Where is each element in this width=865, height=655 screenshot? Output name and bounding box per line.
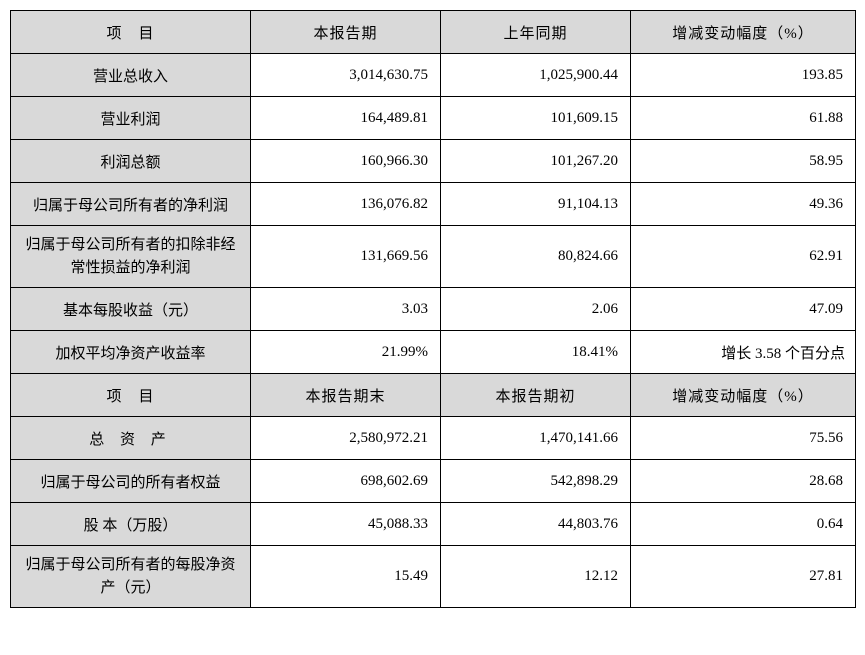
table-row: 股 本（万股）45,088.3344,803.760.64	[11, 503, 856, 546]
table-row: 归属于母公司的所有者权益698,602.69542,898.2928.68	[11, 460, 856, 503]
change-value: 75.56	[631, 417, 856, 460]
row-label: 利润总额	[11, 140, 251, 183]
current-value: 136,076.82	[251, 183, 441, 226]
change-value: 61.88	[631, 97, 856, 140]
table-row: 营业总收入3,014,630.751,025,900.44193.85	[11, 54, 856, 97]
row-label: 营业总收入	[11, 54, 251, 97]
header-cell: 项 目	[11, 11, 251, 54]
header-cell: 本报告期末	[251, 374, 441, 417]
current-value: 698,602.69	[251, 460, 441, 503]
table-row: 总 资 产2,580,972.211,470,141.6675.56	[11, 417, 856, 460]
change-value: 0.64	[631, 503, 856, 546]
header-cell: 本报告期初	[441, 374, 631, 417]
change-value: 27.81	[631, 546, 856, 608]
row-label: 基本每股收益（元）	[11, 288, 251, 331]
current-value: 15.49	[251, 546, 441, 608]
current-value: 21.99%	[251, 331, 441, 374]
prior-value: 101,267.20	[441, 140, 631, 183]
row-label: 归属于母公司所有者的每股净资产（元）	[11, 546, 251, 608]
row-label: 营业利润	[11, 97, 251, 140]
current-value: 45,088.33	[251, 503, 441, 546]
change-value: 28.68	[631, 460, 856, 503]
table-row: 归属于母公司所有者的净利润136,076.8291,104.1349.36	[11, 183, 856, 226]
table-row: 基本每股收益（元）3.032.0647.09	[11, 288, 856, 331]
current-value: 3,014,630.75	[251, 54, 441, 97]
change-value: 47.09	[631, 288, 856, 331]
prior-value: 44,803.76	[441, 503, 631, 546]
change-value: 58.95	[631, 140, 856, 183]
header-cell: 上年同期	[441, 11, 631, 54]
prior-value: 542,898.29	[441, 460, 631, 503]
header-cell: 本报告期	[251, 11, 441, 54]
prior-value: 1,025,900.44	[441, 54, 631, 97]
table-row: 加权平均净资产收益率21.99%18.41%增长 3.58 个百分点	[11, 331, 856, 374]
row-label: 归属于母公司所有者的扣除非经常性损益的净利润	[11, 226, 251, 288]
prior-value: 80,824.66	[441, 226, 631, 288]
row-label: 股 本（万股）	[11, 503, 251, 546]
current-value: 2,580,972.21	[251, 417, 441, 460]
prior-value: 12.12	[441, 546, 631, 608]
current-value: 160,966.30	[251, 140, 441, 183]
header-cell: 增减变动幅度（%）	[631, 374, 856, 417]
change-value: 62.91	[631, 226, 856, 288]
row-label: 归属于母公司的所有者权益	[11, 460, 251, 503]
row-label: 总 资 产	[11, 417, 251, 460]
prior-value: 101,609.15	[441, 97, 631, 140]
table-row: 归属于母公司所有者的每股净资产（元）15.4912.1227.81	[11, 546, 856, 608]
change-value: 49.36	[631, 183, 856, 226]
table-row: 利润总额160,966.30101,267.2058.95	[11, 140, 856, 183]
table-row: 营业利润164,489.81101,609.1561.88	[11, 97, 856, 140]
header-row: 项 目本报告期上年同期增减变动幅度（%）	[11, 11, 856, 54]
prior-value: 1,470,141.66	[441, 417, 631, 460]
current-value: 3.03	[251, 288, 441, 331]
change-value: 193.85	[631, 54, 856, 97]
header-cell: 项 目	[11, 374, 251, 417]
header-row: 项 目本报告期末本报告期初增减变动幅度（%）	[11, 374, 856, 417]
header-cell: 增减变动幅度（%）	[631, 11, 856, 54]
current-value: 131,669.56	[251, 226, 441, 288]
financial-table: 项 目本报告期上年同期增减变动幅度（%）营业总收入3,014,630.751,0…	[10, 10, 856, 608]
table-row: 归属于母公司所有者的扣除非经常性损益的净利润131,669.5680,824.6…	[11, 226, 856, 288]
prior-value: 18.41%	[441, 331, 631, 374]
prior-value: 2.06	[441, 288, 631, 331]
current-value: 164,489.81	[251, 97, 441, 140]
prior-value: 91,104.13	[441, 183, 631, 226]
row-label: 归属于母公司所有者的净利润	[11, 183, 251, 226]
change-value: 增长 3.58 个百分点	[631, 331, 856, 374]
row-label: 加权平均净资产收益率	[11, 331, 251, 374]
